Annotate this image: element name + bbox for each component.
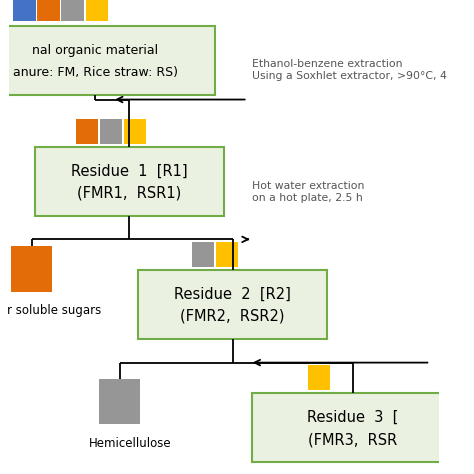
Text: Ethanol-benzene extraction
Using a Soxhlet extractor, >90°C, 4: Ethanol-benzene extraction Using a Soxhl… (252, 59, 447, 81)
Text: nal organic material: nal organic material (32, 44, 158, 56)
Bar (216, 242, 238, 267)
Text: Residue  3  [: Residue 3 [ (307, 410, 399, 425)
Bar (124, 119, 146, 144)
Text: Hemicellulose: Hemicellulose (89, 437, 171, 450)
Bar (76, 119, 98, 144)
Bar (62, 0, 84, 21)
Text: Residue  2  [R2]: Residue 2 [R2] (174, 287, 291, 301)
Text: (FMR1,  RSR1): (FMR1, RSR1) (77, 186, 182, 201)
Bar (100, 379, 140, 424)
Bar (0, 26, 215, 95)
Bar (308, 365, 330, 390)
Bar (13, 0, 36, 21)
Text: (FMR3,  RSR: (FMR3, RSR (308, 432, 398, 447)
Bar (252, 393, 454, 462)
Bar (100, 119, 122, 144)
Bar (11, 246, 52, 292)
Text: Hot water extraction
on a hot plate, 2.5 h: Hot water extraction on a hot plate, 2.5… (252, 181, 365, 203)
Bar (85, 0, 108, 21)
Text: (FMR2,  RSR2): (FMR2, RSR2) (180, 309, 285, 324)
Bar (37, 0, 60, 21)
Text: r soluble sugars: r soluble sugars (7, 304, 101, 317)
Bar (138, 270, 327, 339)
Bar (35, 147, 224, 216)
Text: Residue  1  [R1]: Residue 1 [R1] (71, 164, 188, 178)
Bar (192, 242, 214, 267)
Text: anure: FM, Rice straw: RS): anure: FM, Rice straw: RS) (12, 66, 177, 79)
